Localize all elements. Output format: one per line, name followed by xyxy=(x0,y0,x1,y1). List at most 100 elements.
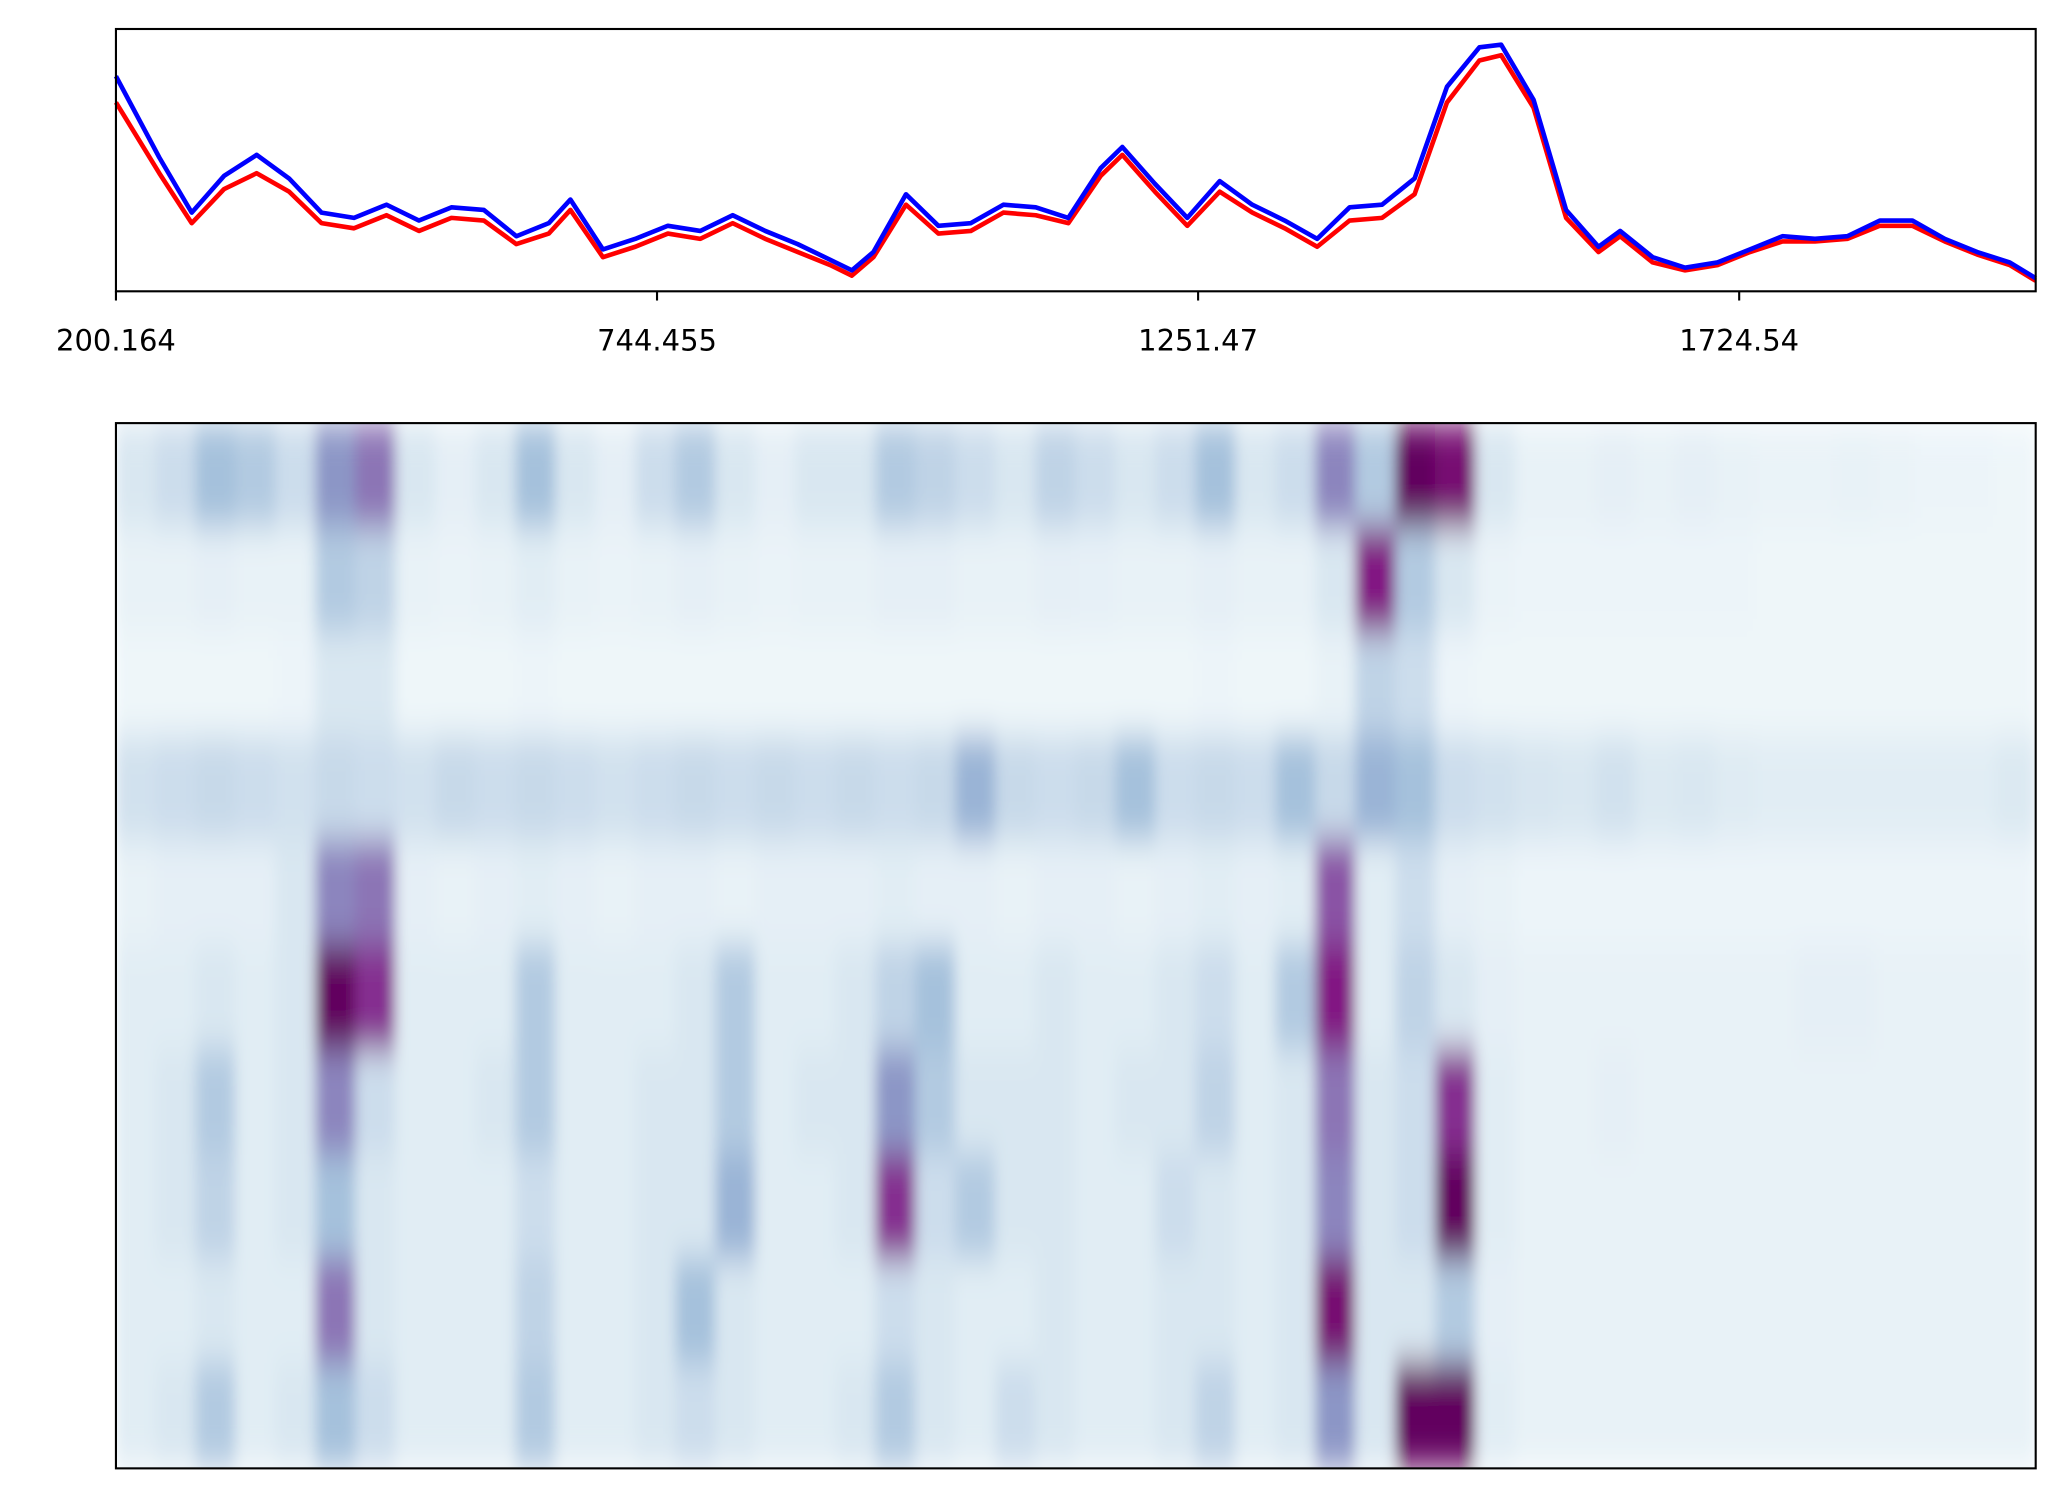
heatmap-cell xyxy=(595,1258,637,1365)
heatmap-cell xyxy=(675,736,717,842)
heatmap-cell xyxy=(635,840,677,947)
heatmap-cell xyxy=(1995,1049,2036,1156)
heatmap-cell xyxy=(755,631,797,738)
heatmap-cell xyxy=(1515,423,1557,529)
heatmap-cell xyxy=(1995,1363,2036,1469)
heatmap-cell xyxy=(715,423,757,529)
heatmap-cell xyxy=(1595,423,1637,529)
heatmap-cell xyxy=(595,1049,637,1156)
heatmap-cell xyxy=(1835,423,1877,529)
heatmap-cell xyxy=(875,1049,917,1156)
heatmap-cell xyxy=(795,840,837,947)
heatmap-cell xyxy=(1435,631,1477,738)
heatmap-cell xyxy=(755,423,797,529)
heatmap-cell xyxy=(1355,526,1397,633)
heatmap-cell xyxy=(515,526,557,633)
heatmap-cell xyxy=(1115,1363,1157,1469)
heatmap-cell xyxy=(515,840,557,947)
heatmap-cell xyxy=(755,840,797,947)
heatmap-cell xyxy=(1835,945,1877,1051)
heatmap-cell xyxy=(955,736,997,842)
heatmap-cell xyxy=(675,1363,717,1469)
heatmap-cell xyxy=(1915,1258,1957,1365)
heatmap-cell xyxy=(1075,423,1117,529)
heatmap-cell xyxy=(1355,736,1397,842)
heatmap-cell xyxy=(715,1154,757,1260)
heatmap-cell xyxy=(715,526,757,633)
heatmap-cell xyxy=(1755,736,1797,842)
heatmap-cell xyxy=(1035,840,1077,947)
heatmap-cell xyxy=(1675,526,1717,633)
heatmap-cell xyxy=(1235,1154,1277,1260)
heatmap-cell xyxy=(995,1049,1037,1156)
heatmap-cell xyxy=(1835,526,1877,633)
heatmap-cell xyxy=(1035,736,1077,842)
heatmap-cell xyxy=(875,423,917,529)
heatmap-cell xyxy=(395,631,437,738)
heatmap-cell xyxy=(955,840,997,947)
heatmap-cell xyxy=(995,736,1037,842)
heatmap-cell xyxy=(675,1258,717,1365)
heatmap-cell xyxy=(1195,1049,1237,1156)
heatmap-cell xyxy=(795,423,837,529)
heatmap-cell xyxy=(1275,526,1317,633)
heatmap-cell xyxy=(1915,840,1957,947)
heatmap-cell xyxy=(275,1049,317,1156)
heatmap-cell xyxy=(635,945,677,1051)
heatmap-cell xyxy=(235,945,277,1051)
heatmap-cell xyxy=(1515,1258,1557,1365)
heatmap-cell xyxy=(1555,631,1597,738)
heatmap-cell xyxy=(1515,945,1557,1051)
heatmap-cell xyxy=(475,1363,517,1469)
heatmap-cells xyxy=(115,423,2036,1469)
heatmap-cell xyxy=(1835,840,1877,947)
heatmap-cell xyxy=(835,1049,877,1156)
heatmap-cell xyxy=(1635,1258,1677,1365)
heatmap-cell xyxy=(875,736,917,842)
heatmap-cell xyxy=(1315,1049,1357,1156)
heatmap-cell xyxy=(635,736,677,842)
heatmap-cell xyxy=(835,945,877,1051)
heatmap-cell xyxy=(995,1258,1037,1365)
heatmap-cell xyxy=(1035,631,1077,738)
heatmap-cell xyxy=(675,423,717,529)
heatmap-cell xyxy=(355,631,397,738)
heatmap-cell xyxy=(355,423,397,529)
heatmap-cell xyxy=(835,423,877,529)
heatmap-cell xyxy=(715,945,757,1051)
heatmap-cell xyxy=(1835,1363,1877,1469)
heatmap-cell xyxy=(1955,1363,1997,1469)
line-series xyxy=(113,52,2037,283)
heatmap-cell xyxy=(675,1154,717,1260)
heatmap-cell xyxy=(315,736,357,842)
heatmap-cell xyxy=(1235,736,1277,842)
heatmap-cell xyxy=(555,526,597,633)
heatmap-cell xyxy=(915,1049,957,1156)
heatmap-cell xyxy=(915,840,957,947)
heatmap-cell xyxy=(1875,1363,1917,1469)
heatmap-cell xyxy=(1635,736,1677,842)
heatmap-cell xyxy=(395,1154,437,1260)
heatmap-cell xyxy=(1515,1049,1557,1156)
heatmap-cell xyxy=(635,631,677,738)
heatmap-cell xyxy=(155,1154,197,1260)
heatmap-cell xyxy=(1315,736,1357,842)
heatmap-cell xyxy=(1955,423,1997,529)
heatmap-cell xyxy=(1475,631,1517,738)
heatmap-cell xyxy=(1315,526,1357,633)
heatmap-cell xyxy=(475,526,517,633)
heatmap-cell xyxy=(795,526,837,633)
heatmap-cell xyxy=(155,736,197,842)
heatmap-cell xyxy=(1635,840,1677,947)
heatmap-cell xyxy=(555,1258,597,1365)
heatmap-cell xyxy=(755,736,797,842)
heatmap-cell xyxy=(875,840,917,947)
heatmap-cell xyxy=(595,526,637,633)
heatmap-cell xyxy=(1715,631,1757,738)
heatmap-cell xyxy=(715,1049,757,1156)
heatmap-cell xyxy=(1995,736,2036,842)
heatmap-cell xyxy=(1075,1363,1117,1469)
heatmap-cell xyxy=(1955,1049,1997,1156)
heatmap-cell xyxy=(795,1154,837,1260)
heatmap-cell xyxy=(195,945,237,1051)
